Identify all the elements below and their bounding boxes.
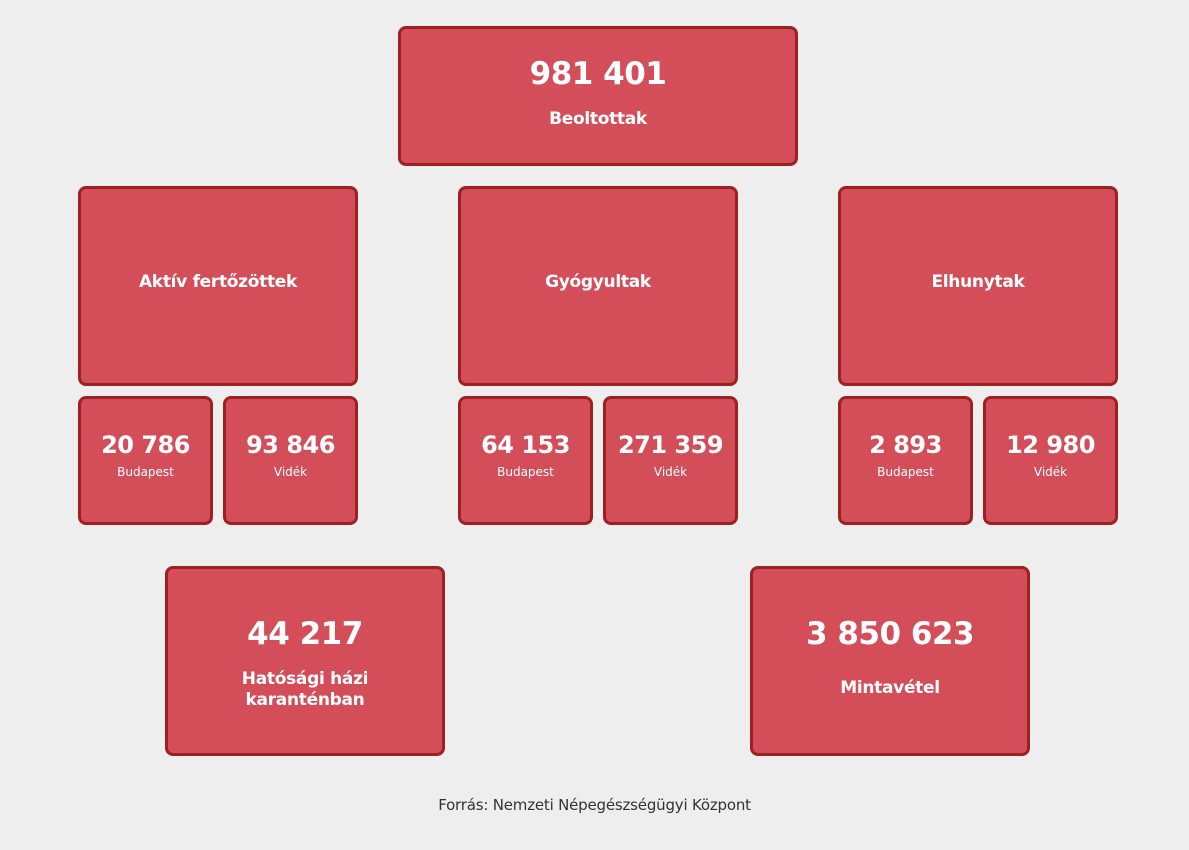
quarantine-label-line1: Hatósági házi [241, 669, 369, 689]
active-infected-label: Aktív fertőzöttek [138, 272, 298, 292]
sampling-label: Mintavétel [840, 678, 940, 698]
deceased-budapest-card: 2 893 Budapest [838, 396, 973, 525]
sampling-card: 3 850 623 Mintavétel [750, 566, 1030, 756]
recovered-budapest-card: 64 153 Budapest [458, 396, 593, 525]
quarantine-value: 44 217 [247, 616, 363, 652]
active-videk-value: 93 846 [246, 431, 335, 459]
active-videk-card: 93 846 Vidék [223, 396, 358, 525]
recovered-videk-value: 271 359 [617, 431, 724, 459]
quarantine-label-line2: karanténban [245, 690, 365, 711]
source-text: Forrás: Nemzeti Népegészségügyi Központ [438, 796, 751, 814]
deceased-videk-card: 12 980 Vidék [983, 396, 1118, 525]
active-budapest-label: Budapest [117, 465, 174, 479]
recovered-card: Gyógyultak [458, 186, 738, 386]
vaccinated-card: 981 401 Beoltottak [398, 26, 798, 166]
vaccinated-label: Beoltottak [549, 109, 647, 129]
quarantine-card: 44 217 Hatósági házi karanténban [165, 566, 445, 756]
active-budapest-card: 20 786 Budapest [78, 396, 213, 525]
deceased-videk-label: Vidék [1033, 465, 1068, 479]
recovered-budapest-label: Budapest [497, 465, 554, 479]
deceased-label: Elhunytak [931, 272, 1025, 292]
sampling-value: 3 850 623 [805, 616, 975, 652]
recovered-budapest-value: 64 153 [481, 431, 570, 459]
deceased-card: Elhunytak [838, 186, 1118, 386]
recovered-videk-label: Vidék [653, 465, 688, 479]
deceased-videk-value: 12 980 [1006, 431, 1095, 459]
deceased-budapest-label: Budapest [877, 465, 934, 479]
active-budapest-value: 20 786 [101, 431, 190, 459]
vaccinated-value: 981 401 [529, 56, 667, 92]
recovered-label: Gyógyultak [545, 272, 651, 292]
active-infected-card: Aktív fertőzöttek [78, 186, 358, 386]
deceased-budapest-value: 2 893 [869, 431, 942, 459]
quarantine-label: Hatósági házi karanténban [168, 669, 442, 712]
active-videk-label: Vidék [273, 465, 308, 479]
recovered-videk-card: 271 359 Vidék [603, 396, 738, 525]
